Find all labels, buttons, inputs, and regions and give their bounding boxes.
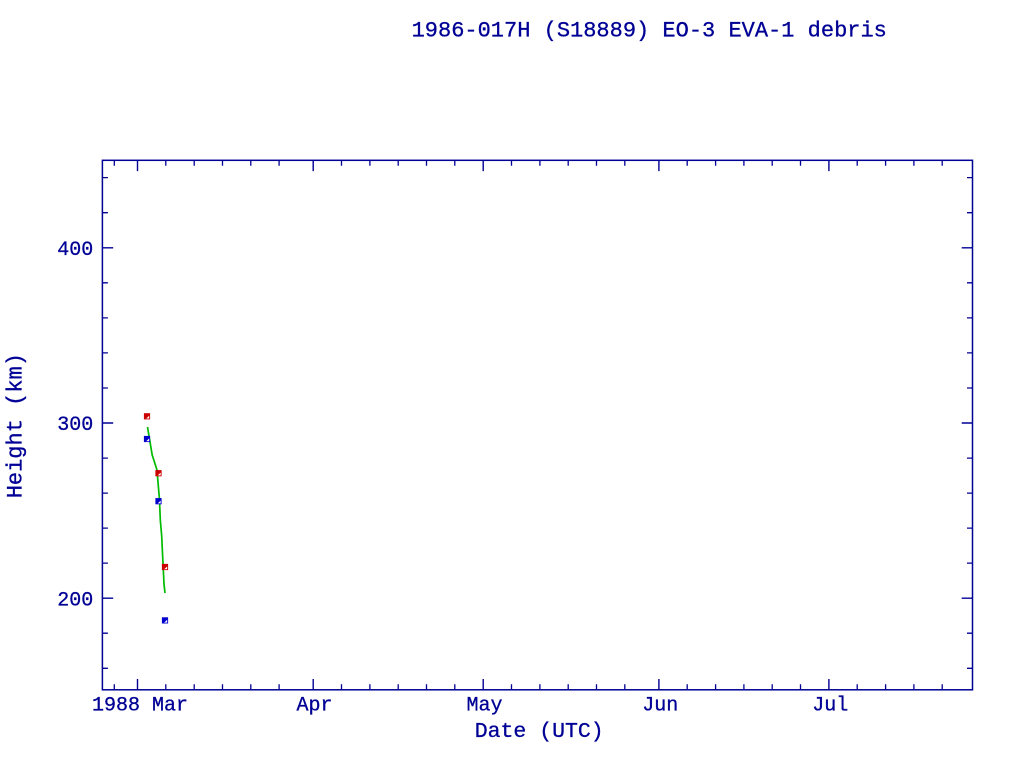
svg-text:Jun: Jun <box>642 695 678 718</box>
svg-text:Height (km): Height (km) <box>4 353 29 498</box>
svg-text:400: 400 <box>57 239 93 262</box>
svg-text:Jul: Jul <box>812 695 848 718</box>
svg-text:Apr: Apr <box>297 695 333 718</box>
svg-text:1986-017H (S18889) EO-3 EVA-1: 1986-017H (S18889) EO-3 EVA-1 debris <box>412 18 887 43</box>
svg-text:300: 300 <box>57 414 93 437</box>
svg-text:May: May <box>467 695 503 718</box>
svg-text:1988 Mar: 1988 Mar <box>92 695 188 718</box>
svg-text:200: 200 <box>57 589 93 612</box>
svg-text:Date (UTC): Date (UTC) <box>475 720 604 744</box>
